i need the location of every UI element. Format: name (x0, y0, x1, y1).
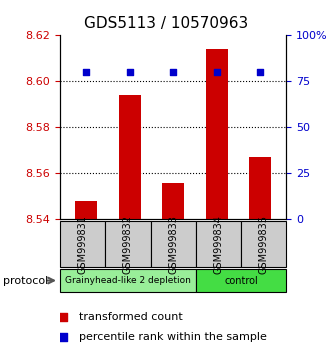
Bar (206, 49, 227, 219)
Text: GSM999832: GSM999832 (123, 215, 133, 274)
Point (258, 69, 263, 75)
Text: GDS5113 / 10570963: GDS5113 / 10570963 (84, 16, 249, 31)
Text: protocol: protocol (3, 275, 49, 286)
Text: percentile rank within the sample: percentile rank within the sample (80, 332, 267, 342)
Text: control: control (224, 275, 258, 286)
Text: Grainyhead-like 2 depletion: Grainyhead-like 2 depletion (65, 276, 191, 285)
Text: GSM999831: GSM999831 (78, 215, 88, 274)
Text: GSM999833: GSM999833 (168, 215, 178, 274)
Bar (249, 157, 271, 219)
Bar (162, 183, 184, 219)
Text: transformed count: transformed count (80, 312, 183, 322)
Point (127, 69, 132, 75)
Point (211, 265, 216, 270)
Bar (75, 201, 97, 219)
Bar (119, 95, 141, 219)
Text: GSM999835: GSM999835 (259, 215, 269, 274)
Text: GSM999834: GSM999834 (213, 215, 223, 274)
Point (211, 81, 216, 87)
Point (170, 69, 176, 75)
Point (214, 69, 219, 75)
Point (83, 69, 89, 75)
